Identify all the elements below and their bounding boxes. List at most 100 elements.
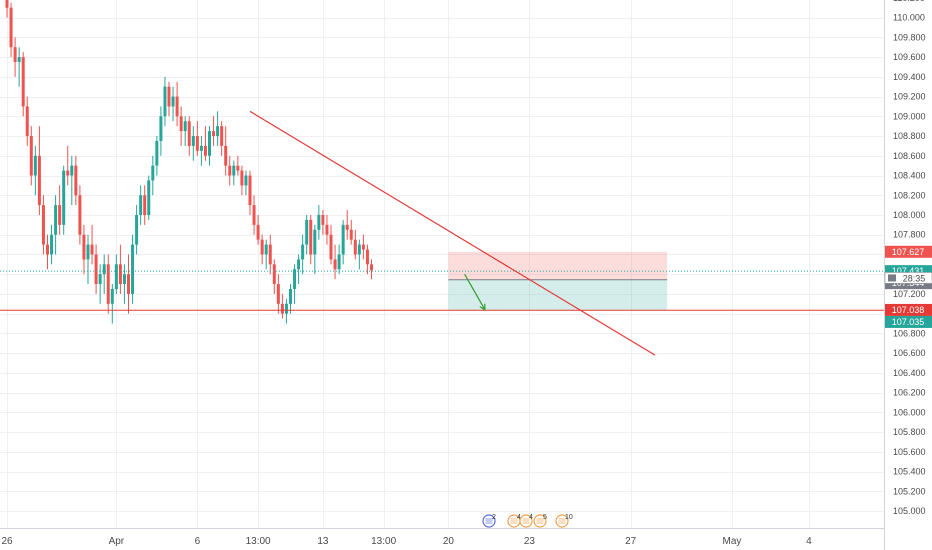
y-tick-label: 106.200 bbox=[893, 388, 926, 398]
y-tick-label: 110.000 bbox=[893, 13, 925, 23]
y-tick-label: 109.200 bbox=[893, 92, 926, 102]
candle-body bbox=[122, 274, 126, 285]
y-tick-label: 105.200 bbox=[893, 486, 926, 496]
candle-body bbox=[325, 224, 329, 235]
candle-body bbox=[143, 195, 147, 215]
price-axis[interactable]: 110.200 110.000 109.800 109.600 109.400 109.2… bbox=[893, 0, 926, 516]
flag-icon bbox=[485, 518, 493, 524]
candle-body bbox=[167, 86, 171, 107]
y-tick-label: 109.800 bbox=[893, 32, 926, 42]
event-marker-icon bbox=[482, 514, 496, 528]
candle-body bbox=[321, 214, 325, 225]
candle-body bbox=[50, 234, 54, 255]
x-tick-label: 13:00 bbox=[371, 536, 396, 547]
take-profit-zone bbox=[448, 279, 668, 311]
stop-loss-zone bbox=[448, 251, 668, 280]
candle-body bbox=[41, 205, 45, 245]
candle-body bbox=[94, 254, 98, 285]
candle-body bbox=[195, 136, 199, 151]
event-markers[interactable]: 2 4 4 5 10 bbox=[482, 514, 573, 528]
price-tag bbox=[885, 303, 932, 316]
x-tick-label: 13:00 bbox=[246, 536, 271, 547]
candle-body bbox=[86, 244, 90, 260]
time-axis[interactable]: 26 Apr 6 13:00 13 13:00 20 23 27 May 4 bbox=[1, 536, 812, 547]
candle-body bbox=[232, 165, 236, 176]
candle-body bbox=[365, 249, 369, 265]
candle-body bbox=[163, 86, 167, 117]
grid bbox=[0, 0, 884, 528]
x-tick-label: 13 bbox=[317, 536, 329, 547]
x-tick-label: 20 bbox=[443, 536, 455, 547]
candle-body bbox=[46, 244, 49, 255]
candle-body bbox=[54, 205, 58, 235]
candle-body bbox=[305, 219, 309, 245]
y-tick-label: 105.800 bbox=[893, 427, 926, 437]
candle-body bbox=[272, 264, 276, 285]
y-tick-label: 108.200 bbox=[893, 190, 926, 200]
price-tag-label: 107.431 bbox=[892, 266, 925, 276]
candles bbox=[5, 0, 373, 324]
candle-body bbox=[317, 214, 321, 230]
candle-body bbox=[228, 165, 232, 176]
candle-body bbox=[353, 239, 357, 255]
candle-body bbox=[29, 136, 33, 176]
candle-body bbox=[284, 303, 288, 314]
y-tick-label: 109.000 bbox=[893, 111, 926, 121]
candle-body bbox=[179, 116, 183, 132]
candle-body bbox=[248, 175, 252, 206]
candle-body bbox=[212, 131, 216, 137]
candle-body bbox=[151, 165, 155, 181]
flag-icon bbox=[536, 518, 544, 524]
y-tick-label: 105.000 bbox=[893, 506, 926, 516]
y-tick-label: 108.800 bbox=[893, 131, 926, 141]
candle-body bbox=[216, 126, 220, 137]
candle-body bbox=[82, 234, 86, 260]
candle-body bbox=[106, 264, 110, 304]
candle-body bbox=[264, 244, 268, 255]
candle-body bbox=[114, 264, 118, 290]
candle-body bbox=[175, 96, 179, 117]
candle-body bbox=[361, 244, 365, 250]
price-tag bbox=[885, 245, 932, 258]
price-tag-label: 107.038 bbox=[892, 305, 925, 315]
candle-body bbox=[297, 259, 301, 270]
candle-body bbox=[25, 106, 29, 137]
candle-body bbox=[370, 264, 373, 271]
candle-body bbox=[5, 0, 9, 8]
event-marker-count: 5 bbox=[543, 514, 547, 521]
candle-body bbox=[203, 145, 207, 156]
candle-body bbox=[244, 175, 248, 186]
flag-icon bbox=[522, 518, 530, 524]
candle-body bbox=[21, 57, 25, 107]
x-tick-label: 4 bbox=[806, 536, 812, 547]
candle-body bbox=[341, 224, 345, 255]
candle-body bbox=[90, 244, 94, 255]
flag-icon bbox=[510, 518, 518, 524]
drawings[interactable] bbox=[0, 110, 884, 356]
countdown-swatch bbox=[888, 274, 896, 282]
candle-body bbox=[289, 289, 292, 304]
x-tick-label: 6 bbox=[195, 536, 201, 547]
candle-body bbox=[313, 229, 317, 255]
candle-body bbox=[293, 269, 297, 290]
y-tick-label: 108.600 bbox=[893, 151, 926, 161]
candle-body bbox=[78, 195, 82, 235]
x-tick-label: 26 bbox=[1, 536, 13, 547]
candle-body bbox=[199, 145, 203, 151]
short-position-tool[interactable] bbox=[448, 251, 668, 311]
candle-body bbox=[102, 264, 106, 275]
y-tick-label: 106.800 bbox=[893, 328, 926, 338]
x-tick-label: Apr bbox=[109, 536, 125, 547]
y-tick-label: 107.200 bbox=[893, 289, 926, 299]
event-marker-icon bbox=[555, 514, 569, 528]
candle-body bbox=[33, 155, 37, 176]
candle-body bbox=[118, 264, 122, 285]
candle-body bbox=[171, 96, 175, 107]
candle-body bbox=[309, 219, 313, 255]
countdown-tag bbox=[884, 272, 932, 284]
price-tag-label: 107.035 bbox=[892, 317, 925, 327]
candle-body bbox=[62, 170, 66, 225]
y-tick-label: 106.400 bbox=[893, 368, 926, 378]
